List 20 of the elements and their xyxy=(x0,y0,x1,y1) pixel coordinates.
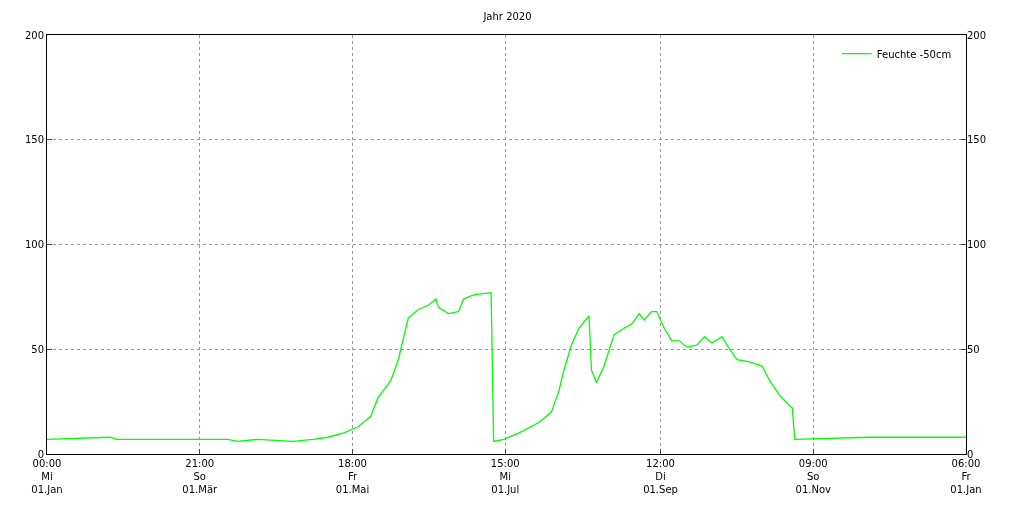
x-tick-label: 12:00 Di 01.Sep xyxy=(643,458,678,495)
y2-tick-label: 200 xyxy=(967,29,987,41)
y-tick-label: 150 xyxy=(24,134,44,146)
chart-title: Jahr 2020 xyxy=(482,10,532,22)
y-tick-label: 50 xyxy=(31,343,44,355)
x-tick-label: 00:00 Mi 01.Jan xyxy=(31,458,63,495)
x-tick-label: 09:00 So 01.Nov xyxy=(795,458,832,495)
y2-tick-label: 0 xyxy=(967,448,974,460)
y-tick-label: 200 xyxy=(24,29,44,41)
y2-tick-label: 50 xyxy=(967,343,980,355)
x-tick-label: 06:00 Fr 01.Jan xyxy=(950,458,982,495)
y-tick-label: 0 xyxy=(37,448,44,460)
line-series xyxy=(47,292,966,443)
legend-label: Feuchte -50cm xyxy=(876,48,952,60)
x-tick-label: 18:00 Fr 01.Mai xyxy=(335,458,370,495)
x-tick-label: 21:00 So 01.Mär xyxy=(182,458,219,495)
x-tick-label: 15:00 Mi 01.Jul xyxy=(490,458,520,495)
y2-tick-label: 150 xyxy=(967,134,987,146)
y2-tick-label: 100 xyxy=(967,239,987,250)
y-tick-label: 100 xyxy=(24,239,44,250)
